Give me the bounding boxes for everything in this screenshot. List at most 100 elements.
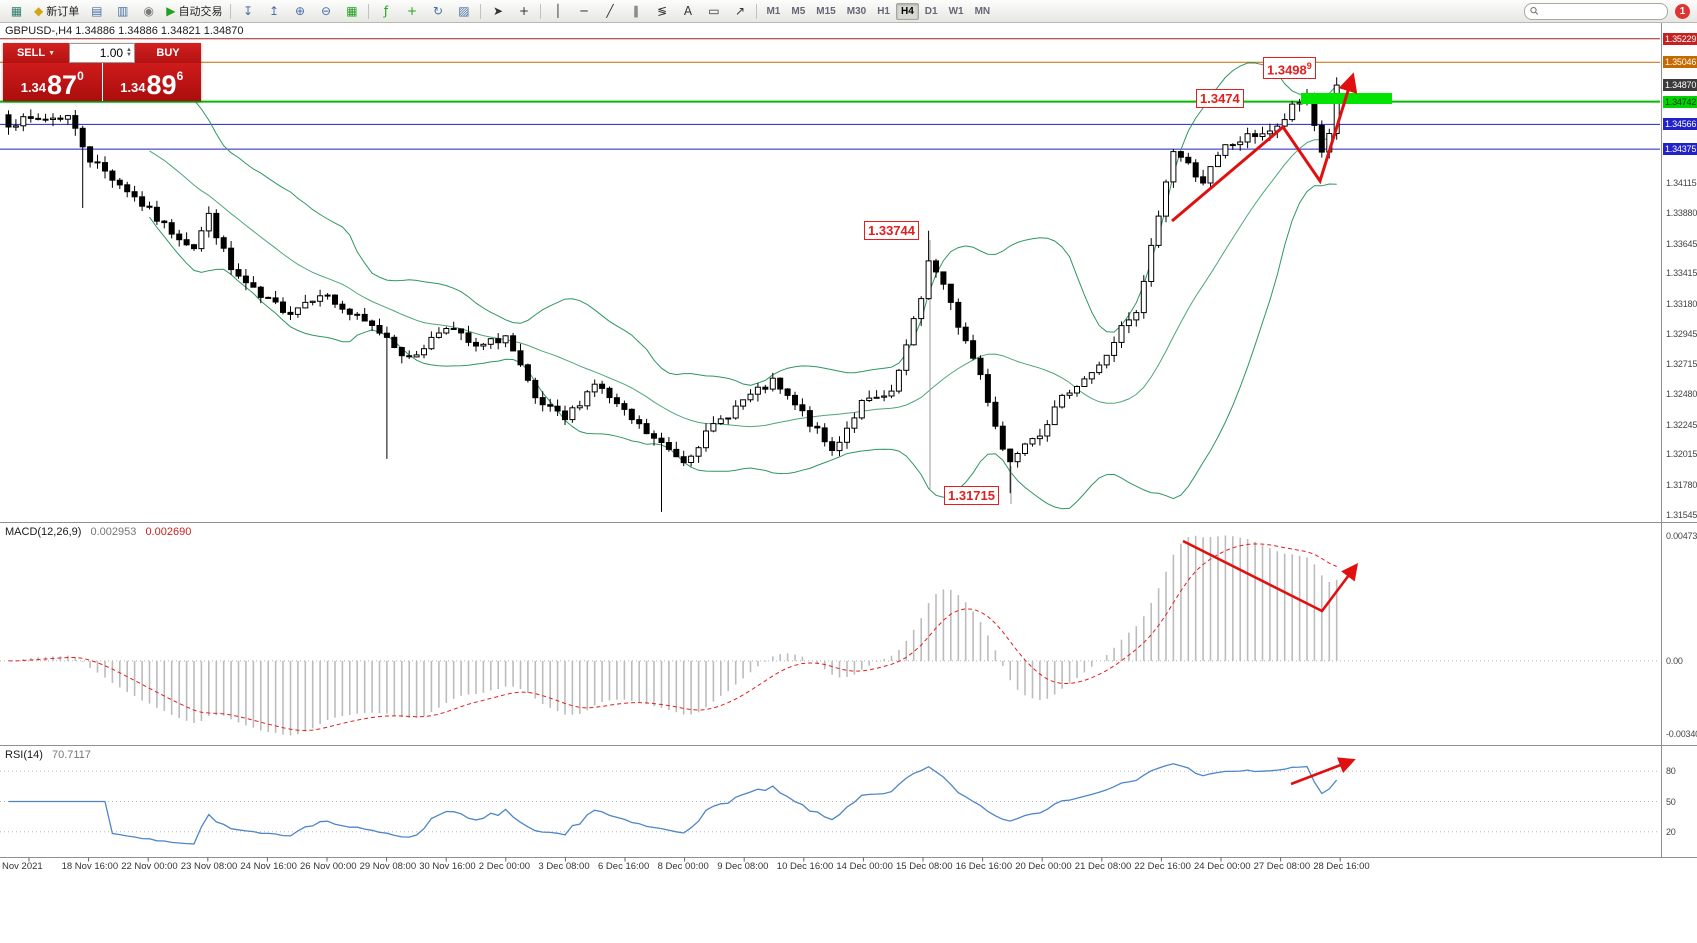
navigator-icon[interactable]: ◉ [136, 1, 161, 21]
timeframe-m15[interactable]: M15 [816, 5, 836, 17]
rsi-name: RSI(14) [5, 749, 43, 761]
bollinger-bands [149, 62, 1338, 510]
add-object-icon[interactable]: + [399, 1, 424, 21]
symbol-ohlc-header: GBPUSD-,H4 1.34886 1.34886 1.34821 1.348… [5, 25, 244, 37]
macd-signal-value: 0.002690 [145, 526, 192, 538]
timeframe-h4[interactable]: H4 [895, 2, 919, 20]
macd-signal-line [8, 543, 1337, 732]
timeframe-mn[interactable]: MN [974, 5, 991, 17]
add-object-icon: + [406, 4, 417, 18]
new-order-button: ◆ [34, 4, 44, 18]
charts-icon: ▤ [91, 4, 103, 18]
trend-arrow[interactable] [1182, 539, 1359, 613]
zoom-in-icon[interactable]: ⊕ [287, 1, 312, 21]
timeframe-m5[interactable]: M5 [791, 5, 806, 17]
sell-button[interactable]: SELL ▼ [3, 43, 69, 63]
text-icon: A [683, 4, 693, 18]
search-box[interactable] [1524, 2, 1668, 20]
refresh-icon[interactable]: ↻ [425, 1, 450, 21]
volume-stepper[interactable]: ▲ ▼ [126, 47, 132, 58]
fibonacci-icon: ≶ [656, 4, 667, 18]
label-icon[interactable]: ▭ [701, 1, 726, 21]
zoom-out-icon[interactable]: ⊖ [313, 1, 338, 21]
toolbar-separator [230, 3, 232, 19]
trend-arrow[interactable] [1290, 757, 1356, 786]
scale-increase-icon[interactable]: ↥ [261, 1, 286, 21]
navigator-icon: ◉ [143, 4, 154, 18]
toolbar-separator [540, 3, 542, 19]
volume-field[interactable]: 1.00 ▲ ▼ [69, 43, 135, 63]
autotrading-button[interactable]: ▶ 自动交易 [162, 1, 226, 21]
macd-histogram [15, 535, 1338, 736]
crosshair-icon[interactable]: + [511, 1, 536, 21]
scale-increase-icon: ↥ [268, 4, 279, 18]
buy-price-big: 89 [146, 70, 177, 101]
templates-icon[interactable]: ▨ [451, 1, 476, 21]
trendline-icon[interactable]: ╱ [597, 1, 622, 21]
channel-icon[interactable]: ∥ [623, 1, 648, 21]
sell-options-caret-icon[interactable]: ▼ [48, 49, 56, 57]
zoom-in-icon: ⊕ [294, 4, 305, 18]
scale-decrease-icon: ↧ [242, 4, 253, 18]
buy-price-sup: 6 [176, 69, 184, 83]
macd-indicator-label: MACD(12,26,9) 0.002953 0.002690 [5, 526, 191, 538]
toolbar-separator [368, 3, 370, 19]
text-icon[interactable]: A [675, 1, 700, 21]
cursor-icon: ➤ [492, 4, 503, 18]
sell-label: SELL [16, 47, 46, 59]
tile-windows-icon: ▦ [346, 4, 358, 18]
scale-decrease-icon[interactable]: ↧ [235, 1, 260, 21]
rsi-line [8, 763, 1338, 845]
timeframe-m30[interactable]: M30 [846, 5, 867, 17]
timeframe-w1[interactable]: W1 [948, 5, 964, 17]
timeframe-h1[interactable]: H1 [877, 5, 890, 17]
macd-main-value: 0.002953 [90, 526, 137, 538]
zoom-out-icon: ⊖ [320, 4, 331, 18]
trendline-icon: ╱ [606, 4, 614, 18]
toolbar-separator [756, 3, 758, 19]
terminal-icon[interactable]: ▦ [4, 1, 29, 21]
search-icon [1530, 6, 1539, 15]
candlesticks [5, 77, 1340, 512]
new-order-button[interactable]: ◆ 新订单 [30, 1, 83, 21]
indicators-icon[interactable]: ƒ [373, 1, 398, 21]
toolbar: ▦ ◆ 新订单 ▤ ▥ ◉ ▶ 自动交易 ↧ ↥ ⊕ ⊖ ▦ ƒ + ↻ ▨ ➤ + │ ─ ╱ ∥ ≶ A ▭ ↗ M1 M5 M15 M… [0, 0, 1697, 23]
volume-value: 1.00 [99, 46, 124, 60]
arrows-tool-icon: ↗ [734, 4, 745, 18]
buy-price-small: 1.34 [120, 79, 146, 95]
sell-price-box[interactable]: 1.34 87 0 [3, 63, 102, 101]
vline-icon[interactable]: │ [545, 1, 570, 21]
terminal-icon: ▦ [10, 4, 23, 18]
fibonacci-icon[interactable]: ≶ [649, 1, 674, 21]
autotrading-button-label: 自动交易 [178, 6, 223, 18]
depth-of-market-icon: ▥ [117, 4, 129, 18]
autotrading-button: ▶ [166, 4, 176, 18]
timeframe-m1[interactable]: M1 [766, 5, 781, 17]
buy-button[interactable]: BUY [135, 43, 201, 63]
one-click-trading-panel: SELL ▼ 1.00 ▲ ▼ BUY 1.34 87 0 1.34 89 6 [3, 43, 201, 101]
sell-price-sup: 0 [77, 69, 84, 83]
indicators-icon: ƒ [383, 4, 389, 18]
arrows-tool-icon[interactable]: ↗ [727, 1, 752, 21]
sell-price-small: 1.34 [20, 79, 47, 95]
trend-arrow[interactable] [1171, 72, 1358, 223]
cursor-icon[interactable]: ➤ [485, 1, 510, 21]
buy-price-box[interactable]: 1.34 89 6 [102, 63, 201, 101]
timeframe-d1[interactable]: D1 [924, 5, 938, 17]
search-input[interactable] [1542, 4, 1662, 18]
tile-windows-icon[interactable]: ▦ [339, 1, 364, 21]
notification-badge[interactable]: 1 [1675, 3, 1690, 19]
depth-of-market-icon[interactable]: ▥ [110, 1, 135, 21]
crosshair-icon: + [518, 4, 529, 18]
hline-icon: ─ [580, 4, 588, 18]
vline-icon: │ [554, 4, 562, 18]
templates-icon: ▨ [458, 4, 470, 18]
toolbar-right: 1 [1524, 2, 1693, 20]
hline-icon[interactable]: ─ [571, 1, 596, 21]
charts-icon[interactable]: ▤ [84, 1, 109, 21]
channel-icon: ∥ [632, 4, 639, 18]
rsi-value: 70.7117 [51, 749, 91, 761]
refresh-icon: ↻ [432, 4, 443, 18]
sell-price-big: 87 [47, 70, 78, 101]
